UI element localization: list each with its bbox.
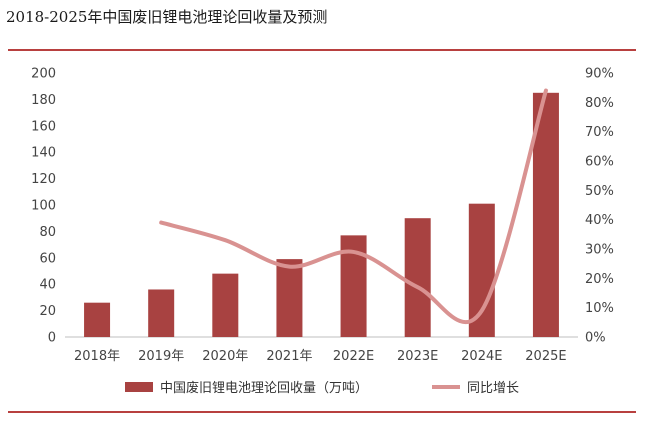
y-left-tick-label: 160 [31, 119, 56, 134]
x-tick-label: 2021年 [266, 349, 312, 364]
y-right-tick-label: 90% [585, 67, 614, 82]
y-right-tick-label: 80% [585, 96, 614, 111]
y-right-tick-label: 20% [585, 272, 614, 287]
bar [148, 289, 175, 337]
y-right-tick-label: 70% [585, 125, 614, 140]
y-right-tick-label: 30% [585, 243, 614, 258]
x-tick-label: 2024E [461, 349, 502, 364]
bar [532, 92, 559, 337]
bar [468, 203, 495, 337]
x-tick-label: 2025E [525, 349, 566, 364]
y-left-tick-label: 200 [31, 67, 56, 82]
x-tick-label: 2018年 [74, 349, 120, 364]
x-tick-label: 2020年 [202, 349, 248, 364]
growth-line [159, 88, 548, 325]
y-left-tick-label: 80 [39, 225, 56, 240]
y-right-tick-label: 60% [585, 155, 614, 170]
y-right-tick-label: 10% [585, 301, 614, 316]
y-left-tick-label: 180 [31, 93, 56, 108]
bar [276, 259, 303, 337]
top-divider [8, 49, 636, 51]
bar [84, 302, 111, 337]
x-tick-label: 2022E [333, 349, 374, 364]
y-left-tick-label: 120 [31, 172, 56, 187]
bottom-divider [8, 411, 636, 413]
y-right-tick-label: 50% [585, 184, 614, 199]
y-left-tick-label: 60 [39, 251, 56, 266]
bar [212, 273, 239, 337]
legend-label-line: 同比增长 [467, 381, 519, 396]
y-left-tick-label: 0 [48, 331, 56, 346]
y-left-tick-label: 100 [31, 199, 56, 214]
legend-label-bar: 中国废旧锂电池理论回收量（万吨） [160, 380, 368, 396]
y-left-tick-label: 40 [39, 278, 56, 293]
bar [404, 218, 431, 337]
x-tick-label: 2023E [397, 349, 438, 364]
y-right-tick-label: 0% [585, 331, 606, 346]
chart-title: 2018-2025年中国废旧锂电池理论回收量及预测 [6, 8, 328, 26]
y-right-tick-label: 40% [585, 213, 614, 228]
x-tick-label: 2019年 [138, 349, 184, 364]
y-left-tick-label: 20 [39, 304, 56, 319]
legend-swatch-bar [125, 382, 153, 392]
y-left-tick-label: 140 [31, 146, 56, 161]
